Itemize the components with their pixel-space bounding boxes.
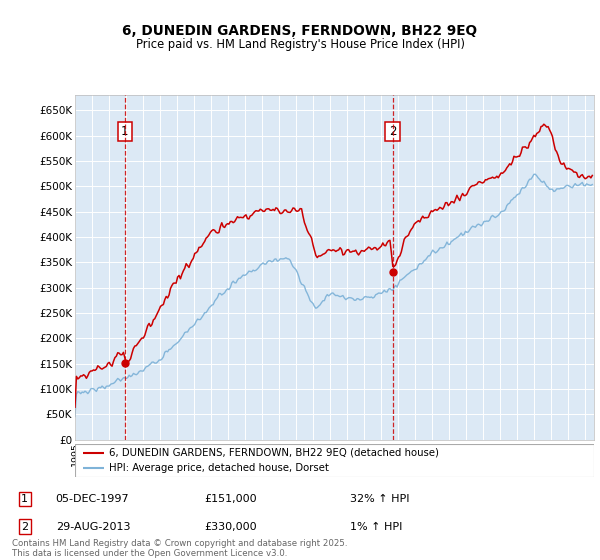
- Text: 32% ↑ HPI: 32% ↑ HPI: [350, 494, 409, 504]
- Text: 1% ↑ HPI: 1% ↑ HPI: [350, 521, 402, 531]
- Text: 6, DUNEDIN GARDENS, FERNDOWN, BH22 9EQ: 6, DUNEDIN GARDENS, FERNDOWN, BH22 9EQ: [122, 24, 478, 38]
- FancyBboxPatch shape: [75, 444, 594, 477]
- Text: 2: 2: [389, 125, 396, 138]
- Text: £151,000: £151,000: [204, 494, 257, 504]
- Text: 6, DUNEDIN GARDENS, FERNDOWN, BH22 9EQ (detached house): 6, DUNEDIN GARDENS, FERNDOWN, BH22 9EQ (…: [109, 447, 439, 458]
- Text: £330,000: £330,000: [204, 521, 257, 531]
- Text: Price paid vs. HM Land Registry's House Price Index (HPI): Price paid vs. HM Land Registry's House …: [136, 38, 464, 51]
- Text: HPI: Average price, detached house, Dorset: HPI: Average price, detached house, Dors…: [109, 463, 329, 473]
- Text: 1: 1: [121, 125, 128, 138]
- Text: Contains HM Land Registry data © Crown copyright and database right 2025.
This d: Contains HM Land Registry data © Crown c…: [12, 539, 347, 558]
- Text: 29-AUG-2013: 29-AUG-2013: [56, 521, 130, 531]
- Text: 1: 1: [22, 494, 28, 504]
- Text: 05-DEC-1997: 05-DEC-1997: [56, 494, 129, 504]
- Text: 2: 2: [21, 521, 28, 531]
